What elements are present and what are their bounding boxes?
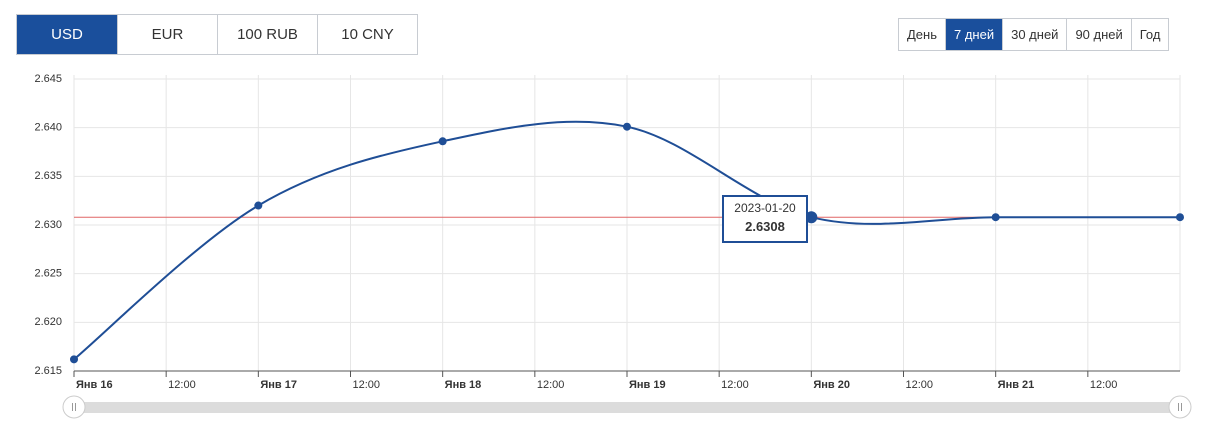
- currency-tab[interactable]: USD: [17, 15, 117, 54]
- currency-tabs: USD EUR 100 RUB 10 CNY: [16, 14, 418, 55]
- navigator-handle[interactable]: [62, 395, 86, 419]
- data-point: [70, 355, 78, 364]
- y-tick-label: 2.615: [34, 365, 62, 377]
- y-tick-label: 2.620: [34, 316, 62, 328]
- x-tick-label: 12:00: [721, 379, 749, 391]
- x-tick-label: Янв 16: [76, 379, 113, 391]
- y-tick-label: 2.640: [34, 122, 62, 134]
- data-point: [438, 137, 447, 146]
- period-tab[interactable]: 30 дней: [1002, 19, 1067, 50]
- currency-tab[interactable]: EUR: [117, 15, 217, 54]
- navigator-handle[interactable]: [1168, 395, 1192, 419]
- data-point: [623, 122, 631, 131]
- x-tick-label: 12:00: [537, 379, 565, 391]
- data-point: [254, 201, 263, 210]
- x-tick-label: 12:00: [353, 379, 381, 391]
- x-tick-label: 12:00: [168, 379, 196, 391]
- y-tick-label: 2.625: [34, 268, 62, 280]
- currency-tab[interactable]: 10 CNY: [317, 15, 417, 54]
- y-tick-label: 2.635: [34, 170, 62, 182]
- data-point: [805, 211, 818, 224]
- period-tab[interactable]: 90 дней: [1066, 19, 1131, 50]
- x-tick-label: Янв 19: [629, 379, 666, 391]
- x-tick-label: 12:00: [1090, 379, 1118, 391]
- data-point: [1176, 213, 1184, 222]
- tooltip-date: 2023-01-20: [734, 201, 796, 215]
- period-tab[interactable]: 7 дней: [945, 19, 1003, 50]
- x-tick-label: 12:00: [906, 379, 934, 391]
- tooltip-value: 2.6308: [745, 219, 785, 234]
- tooltip: 2023-01-20 2.6308: [722, 195, 808, 243]
- x-tick-label: Янв 17: [260, 379, 297, 391]
- period-tab[interactable]: День: [899, 19, 945, 50]
- currency-tab[interactable]: 100 RUB: [217, 15, 317, 54]
- x-tick-label: Янв 20: [813, 379, 850, 391]
- period-tab[interactable]: Год: [1130, 19, 1169, 50]
- y-tick-label: 2.645: [34, 73, 62, 85]
- y-tick-label: 2.630: [34, 219, 62, 231]
- data-point: [991, 213, 1000, 222]
- x-tick-label: Янв 21: [998, 379, 1035, 391]
- x-tick-label: Янв 18: [445, 379, 482, 391]
- navigator-track: [74, 402, 1180, 413]
- period-tabs: День 7 дней 30 дней 90 дней Год: [898, 18, 1170, 51]
